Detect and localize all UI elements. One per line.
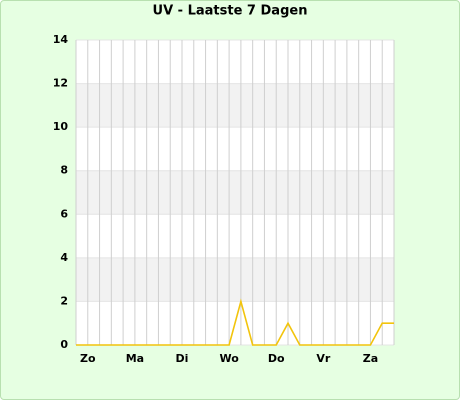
grid-band (76, 257, 394, 302)
line (76, 298, 394, 346)
y-tick-label: 4 (60, 251, 68, 264)
x-tick-label: Do (268, 352, 285, 365)
grid-band (76, 170, 394, 215)
y-tick-label: 6 (60, 207, 68, 220)
x-tick-label: Zo (80, 352, 96, 365)
y-tick-label: 14 (53, 33, 69, 46)
y-tick-label: 2 (60, 294, 68, 307)
grid-band (76, 83, 394, 128)
x-tick-label: Vr (316, 352, 331, 365)
x-tick-label: Di (176, 352, 189, 365)
x-tick-label: Ma (126, 352, 144, 365)
y-tick-label: 0 (60, 338, 68, 351)
chart-title: UV - Laatste 7 Dagen (153, 4, 308, 19)
y-tick-label: 8 (60, 164, 68, 177)
x-tick-label: Za (363, 352, 378, 365)
y-tick-label: 12 (53, 77, 68, 90)
y-tick-label: 10 (53, 120, 69, 133)
x-tick-label: Wo (219, 352, 239, 365)
